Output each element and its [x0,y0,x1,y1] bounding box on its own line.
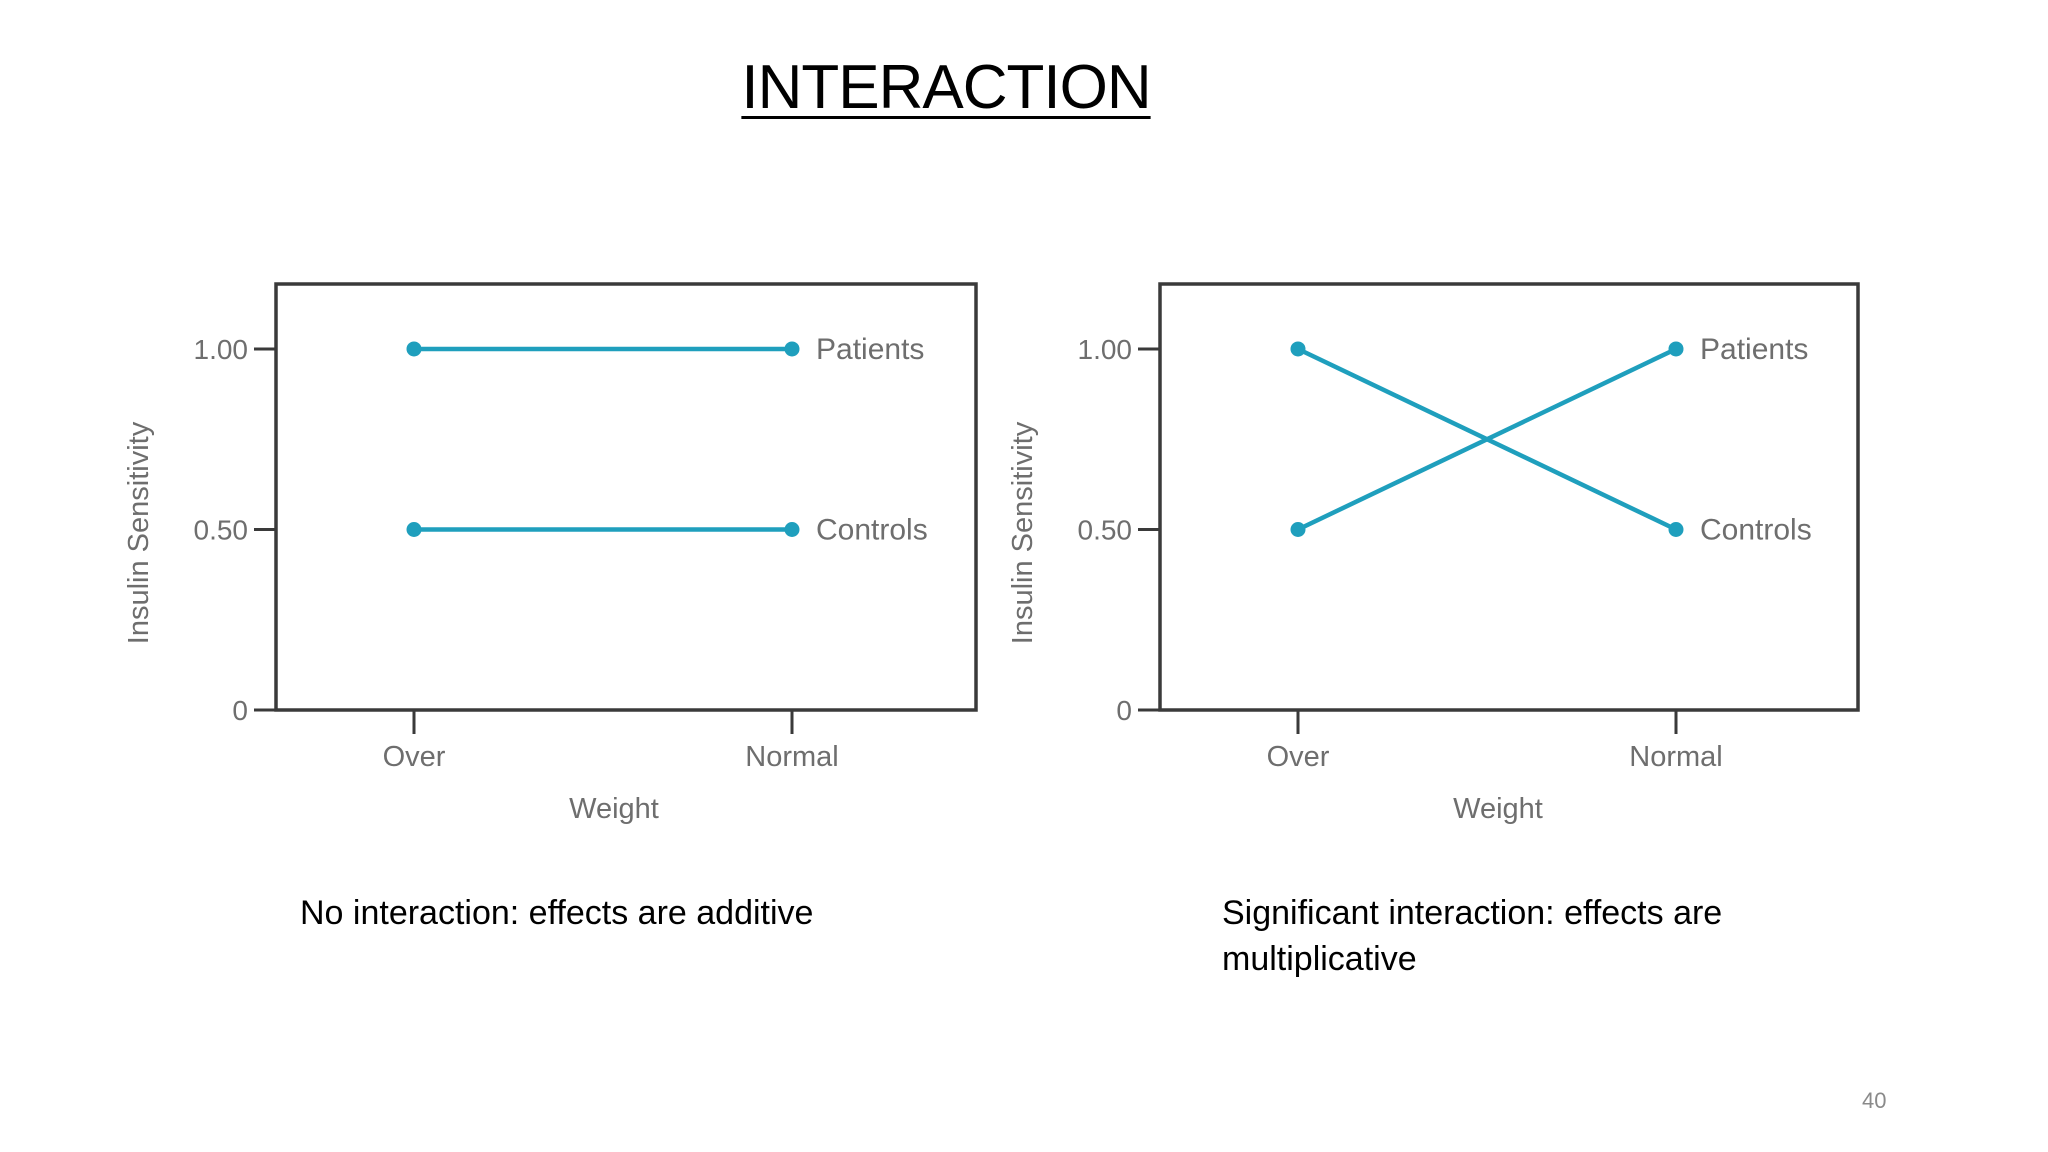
plot-frame [274,282,978,712]
plot-frame [1158,282,1860,712]
x-tick-label: Over [1267,741,1330,773]
x-tick-label: Normal [1629,741,1722,773]
data-point-controls [1290,341,1306,357]
y-tick-label: 0.50 [194,514,249,545]
x-tick-label: Normal [745,741,838,773]
chart-significant-interaction: 0 0.50 1.00 Over Normal Weight Insulin Sensiti… [1007,282,1860,825]
y-axis-label: Insulin Sensitivity [123,421,155,644]
x-axis-label: Weight [569,793,659,825]
x-axis-label: Weight [1453,793,1543,825]
series-label-patients: Patients [1700,333,1808,366]
x-tick-label: Over [383,741,446,773]
y-tick-label: 0 [1116,695,1132,726]
series-label-controls: Controls [1700,513,1812,546]
chart-no-interaction: 0 0.50 1.00 Over Normal Weight Insulin Sensiti… [123,282,978,825]
data-point-controls [784,521,800,537]
y-tick-label: 1.00 [194,334,249,365]
y-tick-label: 1.00 [1078,334,1133,365]
series-line-controls [1297,346,1677,532]
data-point-patients [1668,341,1684,357]
data-point-patients [784,341,800,357]
data-point-patients [1290,521,1306,537]
y-axis-label: Insulin Sensitivity [1007,421,1039,644]
data-point-controls [1668,521,1684,537]
page-number: 40 [1862,1088,1887,1113]
y-tick-label: 0.50 [1078,514,1133,545]
slide-title: INTERACTION [741,53,1151,122]
series-label-controls: Controls [816,513,928,546]
caption-significant-interaction: Significant interaction: effects are mul… [1222,894,1723,978]
series-label-patients: Patients [816,333,924,366]
data-point-patients [406,341,422,357]
y-tick-label: 0 [232,695,248,726]
data-point-controls [406,521,422,537]
caption-no-interaction: No interaction: effects are additive [300,894,814,932]
